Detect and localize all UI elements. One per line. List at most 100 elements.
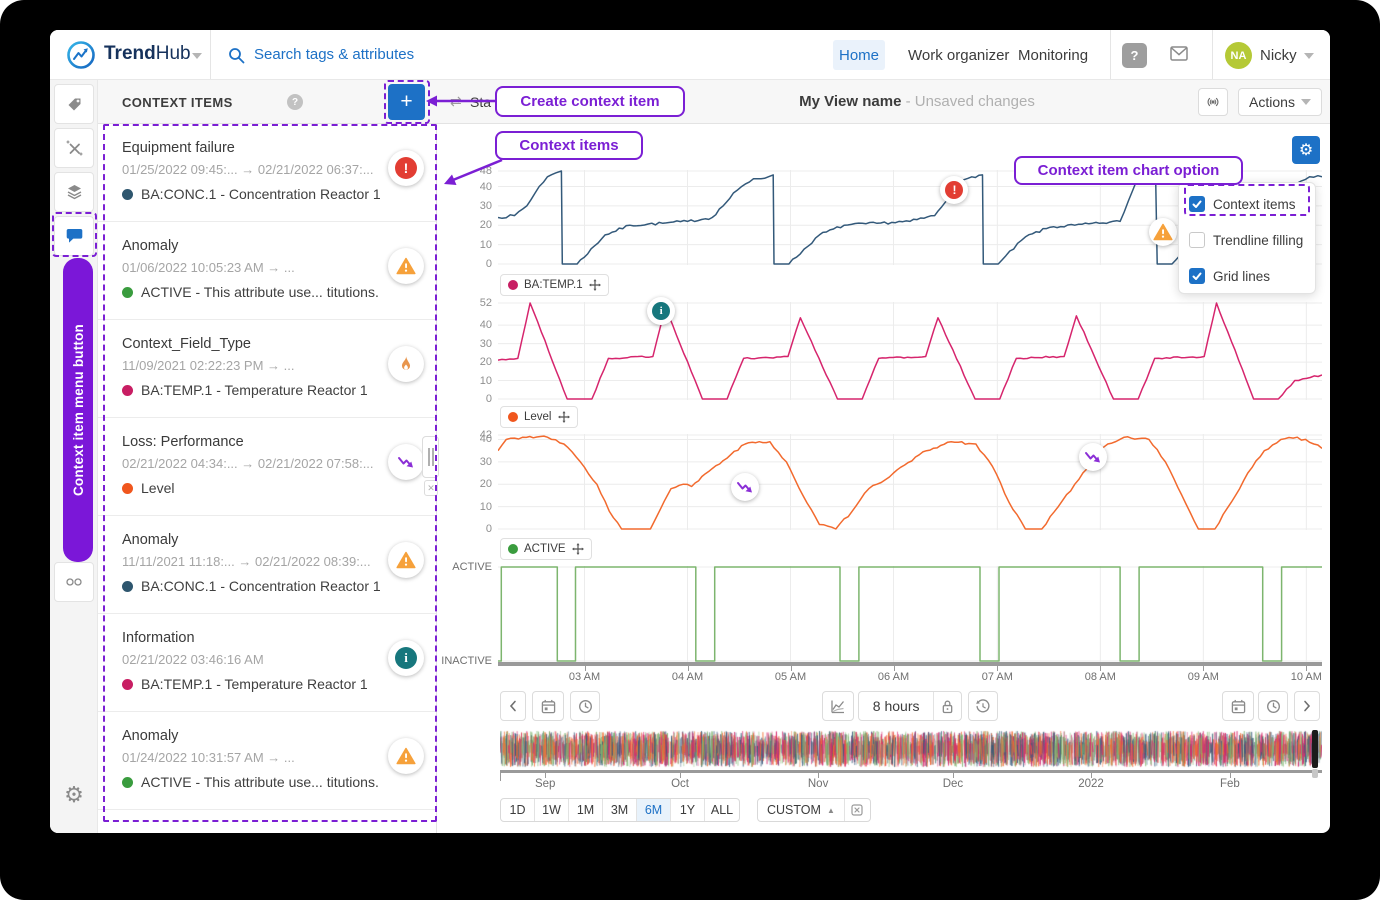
move-icon[interactable] [557,411,570,423]
x-tick-label: 06 AM [877,671,910,683]
context-item-title: Anomaly [122,238,179,254]
context-item-type-badge[interactable] [388,346,424,382]
context-item-card[interactable]: Anomaly 11/11/2021 11:18:... → 02/21/2022… [98,516,436,614]
history-button[interactable] [968,691,998,721]
brand-name[interactable]: TrendHub [104,43,191,64]
flame-icon [401,356,411,370]
chart-trend-badge[interactable] [731,472,760,501]
range-button-3m[interactable]: 3M [603,799,637,821]
checkbox-icon[interactable] [1189,268,1205,284]
context-item-card[interactable]: Context_Field_Type 11/09/2021 02:22:23 PM… [98,320,436,418]
plot-level[interactable] [497,434,1323,530]
collapse-timebar-button[interactable] [843,799,870,821]
plot-ba-temp-1[interactable]: i [497,296,1323,400]
context-item-card[interactable]: Anomaly 01/24/2022 10:31:57 AM → ... ACTIV… [98,712,436,810]
avatar[interactable]: NA [1225,42,1252,69]
end-date-button[interactable] [1222,691,1254,721]
compare-trends-button[interactable] [822,691,854,721]
move-icon[interactable] [571,543,584,555]
brand-caret-icon[interactable] [192,53,202,59]
close-box-icon [851,804,863,816]
warning-icon [396,747,416,765]
checkbox-icon[interactable] [1189,196,1205,212]
rail-layers-button[interactable] [54,172,94,212]
rail-context-items-button[interactable] [54,216,94,256]
chart-warning-badge[interactable] [1148,217,1177,246]
end-time-button[interactable] [1258,691,1288,721]
series-label: BA:TEMP.1 [524,279,583,291]
context-item-menu-annotation-button[interactable]: Context item menu button [63,258,93,562]
chart-option-grid-lines[interactable]: Grid lines [1189,263,1270,289]
start-date-button[interactable] [532,691,564,721]
range-button-1d[interactable]: 1D [501,799,535,821]
nav-tab-work-organizer[interactable]: Work organizer [908,47,1010,64]
create-context-item-button[interactable]: + [388,84,425,120]
chart-option-trendline-filling[interactable]: Trendline filling [1189,227,1303,253]
pan-right-button[interactable] [1294,691,1320,721]
legend-chip-level[interactable]: Level [500,406,578,428]
help-button[interactable]: ? [1122,43,1147,68]
context-item-type-badge[interactable] [388,738,424,774]
context-item-type-badge[interactable] [388,542,424,578]
start-time-button[interactable] [570,691,600,721]
trend-lines-icon [831,700,845,713]
rail-compare-button[interactable] [54,128,94,168]
mail-icon[interactable] [1170,46,1188,61]
range-button-all[interactable]: ALL [710,803,734,817]
chart-error-badge[interactable]: ! [940,175,969,204]
legend-chip-active[interactable]: ACTIVE [500,538,592,560]
checkbox-icon[interactable] [1189,232,1205,248]
chart-info-badge[interactable]: i [647,296,676,325]
duration-control: 8 hours [858,691,962,721]
context-item-card[interactable]: Information 02/21/2022 03:46:16 AM BA:TEMP… [98,614,436,712]
panel-collapse-button[interactable]: ✕ [424,480,438,496]
rail-more-button[interactable] [54,562,94,602]
nav-tab-monitoring[interactable]: Monitoring [1018,47,1089,64]
context-item-type-badge[interactable]: i [388,640,424,676]
range-button-1w[interactable]: 1W [535,799,569,821]
lock-duration-button[interactable] [933,692,961,720]
rail-settings-button[interactable]: ⚙ [54,775,94,815]
user-menu-caret-icon[interactable] [1304,53,1314,59]
time-axis-bar[interactable] [498,662,1322,666]
range-button-6m[interactable]: 6M [637,799,671,821]
context-item-type-badge[interactable] [388,248,424,284]
swap-arrows-icon[interactable]: ⇄ [450,93,462,109]
context-item-card[interactable]: Loss: Performance 02/21/2022 04:34:... → … [98,418,436,516]
actions-button[interactable]: Actions [1238,88,1322,116]
custom-range-control: CUSTOM ▲ [757,798,871,822]
context-item-type-badge[interactable] [388,444,424,480]
panel-resize-handle[interactable] [422,436,439,478]
search-input[interactable]: Search tags & attributes [254,46,415,63]
chart-option-context-items[interactable]: Context items [1189,191,1296,217]
context-item-card[interactable]: Anomaly 01/06/2022 10:05:23 AM → ... ACTIV… [98,222,436,320]
range-button-1m[interactable]: 1M [569,799,603,821]
chart-trend-badge[interactable] [1078,443,1107,472]
context-item-title: Anomaly [122,532,179,548]
timeline-overview[interactable] [500,730,1322,768]
series-label: Level [524,411,552,423]
duration-button[interactable]: 8 hours [859,692,933,720]
range-button-1y[interactable]: 1Y [671,799,705,821]
timeline-marker-nub[interactable] [1312,769,1318,778]
clock-icon [578,699,592,713]
y-tick-label: 48 [479,165,492,177]
context-items-panel: CONTEXT ITEMS ? + Equipment failure 01/25… [98,80,437,833]
chart-option-callout: Context item chart option [1014,156,1243,185]
timeline-selection-marker[interactable] [1312,730,1318,768]
user-name[interactable]: Nicky [1260,47,1297,64]
tag-color-dot [122,580,133,592]
rail-tags-button[interactable] [54,84,94,124]
pan-left-button[interactable] [500,691,526,721]
context-item-card[interactable]: Equipment failure 01/25/2022 09:45:... → … [98,124,436,222]
legend-chip-ba-temp-1[interactable]: BA:TEMP.1 [500,274,609,296]
chart-settings-button[interactable]: ⚙ [1292,136,1320,164]
move-icon[interactable] [588,279,601,291]
context-item-type-badge[interactable]: ! [388,150,424,186]
live-broadcast-button[interactable] [1198,88,1228,116]
plot-active[interactable] [498,566,1322,662]
nav-tab-home[interactable]: Home [833,40,885,70]
custom-range-button[interactable]: CUSTOM ▲ [758,799,844,821]
context-panel-help-icon[interactable]: ? [287,94,303,110]
info-icon: i [395,647,417,669]
